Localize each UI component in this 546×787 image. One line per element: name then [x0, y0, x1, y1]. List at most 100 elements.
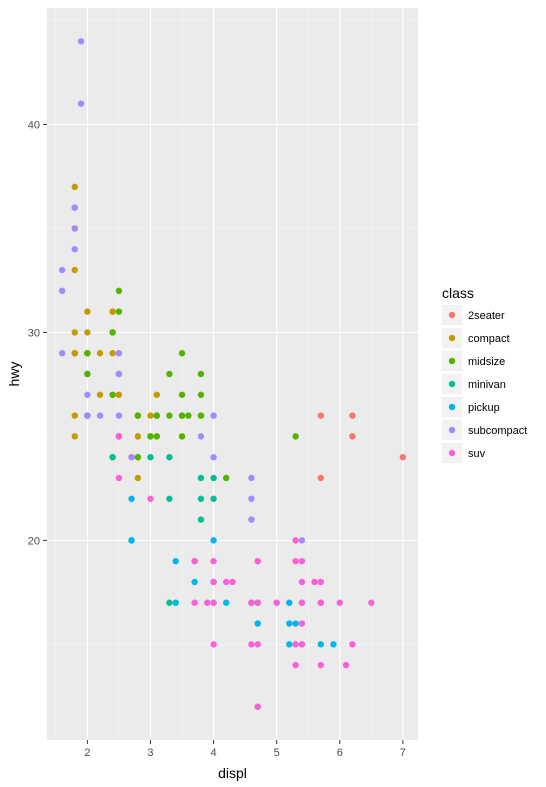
legend-swatch-subcompact: [448, 426, 456, 434]
x-axis-title: displ: [218, 765, 247, 781]
point-suv: [254, 599, 261, 606]
point-pickup: [286, 620, 293, 627]
point-2seater: [349, 412, 356, 419]
x-tick-label: 4: [211, 747, 217, 759]
point-minivan: [166, 495, 173, 502]
point-suv: [210, 599, 217, 606]
point-suv: [115, 433, 123, 440]
point-subcompact: [115, 412, 123, 419]
point-minivan: [166, 599, 173, 606]
point-subcompact: [298, 537, 306, 544]
point-compact: [84, 308, 91, 315]
point-minivan: [166, 453, 173, 461]
legend-swatch-pickup: [448, 403, 456, 411]
x-tick-label: 7: [400, 747, 406, 759]
point-suv: [254, 703, 261, 710]
point-minivan: [147, 453, 154, 461]
point-suv: [115, 474, 123, 482]
point-suv: [317, 661, 325, 669]
point-midsize: [134, 453, 142, 461]
legend-swatch-suv: [448, 449, 456, 457]
legend-items: 2seater compact midsize minivan pickup subcom…: [442, 305, 527, 463]
point-subcompact: [58, 350, 66, 357]
point-2seater: [399, 453, 407, 461]
point-compact: [71, 350, 78, 357]
point-midsize: [222, 474, 230, 482]
point-midsize: [109, 391, 116, 398]
point-pickup: [292, 620, 299, 627]
point-midsize: [147, 433, 154, 440]
point-suv: [210, 557, 217, 565]
legend-label-compact: compact: [468, 333, 510, 345]
legend-swatch-minivan: [448, 380, 456, 388]
point-pickup: [210, 537, 217, 544]
point-midsize: [134, 412, 142, 419]
point-midsize: [115, 308, 123, 315]
point-compact: [71, 412, 78, 419]
x-tick-label: 6: [337, 747, 343, 759]
point-subcompact: [197, 433, 205, 440]
point-midsize: [178, 412, 186, 419]
point-suv: [191, 599, 198, 606]
point-midsize: [178, 350, 186, 357]
point-suv: [292, 537, 299, 544]
point-midsize: [166, 412, 173, 419]
point-minivan: [197, 495, 205, 502]
point-pickup: [172, 599, 179, 606]
point-suv: [292, 661, 299, 669]
point-suv: [368, 599, 375, 606]
point-compact: [134, 433, 142, 440]
x-tick-label: 5: [274, 747, 280, 759]
point-suv: [298, 557, 306, 565]
point-suv: [248, 599, 255, 606]
legend-label-minivan: minivan: [468, 379, 506, 391]
x-axis-ticks: 2 3 4 5 6 7: [84, 740, 406, 759]
point-suv: [210, 641, 217, 648]
point-compact: [96, 391, 104, 398]
point-midsize: [178, 433, 186, 440]
point-suv: [254, 557, 261, 565]
point-midsize: [153, 433, 160, 440]
point-pickup: [254, 620, 261, 627]
point-minivan: [197, 516, 205, 523]
point-subcompact: [84, 412, 91, 419]
point-compact: [147, 412, 154, 419]
legend-label-subcompact: subcompact: [468, 425, 527, 437]
legend-label-suv: suv: [468, 448, 486, 460]
point-minivan: [109, 453, 116, 461]
legend-label-2seater: 2seater: [468, 310, 505, 322]
point-suv: [317, 578, 325, 586]
point-suv: [248, 641, 255, 648]
point-compact: [96, 350, 104, 357]
point-suv: [298, 599, 306, 606]
point-pickup: [317, 641, 325, 648]
legend-swatch-midsize: [448, 357, 456, 365]
point-midsize: [197, 391, 205, 398]
point-compact: [84, 329, 91, 336]
point-compact: [109, 350, 116, 357]
point-subcompact: [248, 516, 255, 523]
point-suv: [229, 578, 236, 586]
point-pickup: [330, 641, 337, 648]
point-suv: [191, 557, 198, 565]
point-pickup: [286, 641, 293, 648]
data-points: [58, 38, 407, 710]
legend-swatch-2seater: [448, 311, 456, 319]
point-minivan: [210, 495, 217, 502]
point-suv: [349, 641, 356, 648]
point-midsize: [178, 391, 186, 398]
point-subcompact: [128, 453, 135, 461]
point-suv: [311, 578, 318, 586]
point-subcompact: [96, 412, 104, 419]
legend-title: class: [442, 285, 474, 301]
point-suv: [317, 599, 325, 606]
point-compact: [109, 308, 116, 315]
point-suv: [273, 599, 280, 606]
point-suv: [210, 578, 217, 586]
point-2seater: [317, 474, 325, 482]
y-axis-ticks: 20 30 40: [28, 119, 47, 547]
point-pickup: [172, 557, 179, 565]
point-midsize: [166, 370, 173, 378]
y-tick-label: 40: [28, 119, 40, 131]
point-subcompact: [115, 370, 123, 378]
